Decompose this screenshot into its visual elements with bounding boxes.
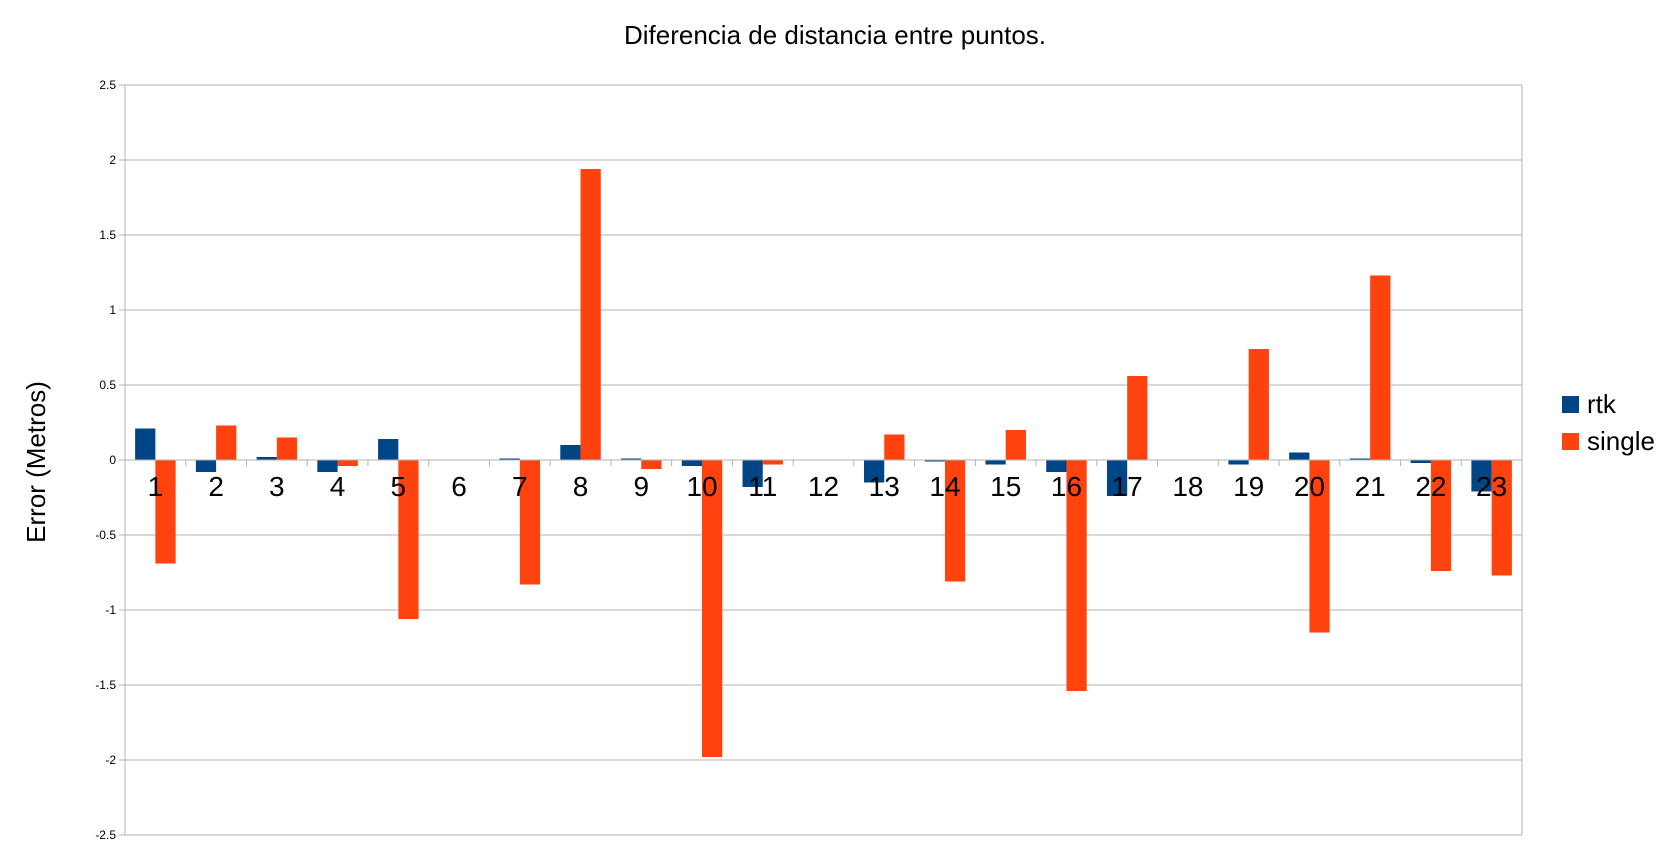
x-tick-label: 15: [990, 471, 1021, 502]
y-tick-label: -0.5: [95, 528, 116, 542]
bar-single-9: [641, 460, 662, 469]
bar-single-16: [1066, 460, 1087, 691]
bar-single-19: [1248, 349, 1269, 460]
bar-single-10: [702, 460, 723, 757]
x-tick-label: 20: [1294, 471, 1325, 502]
legend-swatch-single: [1562, 433, 1579, 450]
bar-single-21: [1370, 275, 1391, 460]
y-axis-ticks: 2.5 2 1.5 1 0.5 0 -0.5 -1 -1.5 -2 -2.5: [95, 78, 116, 842]
bar-rtk-17: [1106, 460, 1128, 496]
x-tick-label: 4: [330, 471, 346, 502]
y-tick-label: -1.5: [95, 678, 116, 692]
x-tick-label: 23: [1476, 471, 1507, 502]
x-tick-label: 16: [1051, 471, 1082, 502]
bar-rtk-4: [317, 460, 338, 472]
bar-single-7: [519, 460, 541, 585]
y-tick-label: 1: [109, 303, 116, 317]
x-tick-label: 18: [1172, 471, 1203, 502]
bar-rtk-9: [621, 458, 642, 460]
bar-rtk-10: [681, 460, 703, 466]
y-tick-label: 0.5: [99, 378, 116, 392]
bar-rtk-16: [1046, 460, 1067, 472]
x-tick-label: 5: [391, 471, 407, 502]
bar-rtk-2: [195, 460, 217, 472]
chart-title: Diferencia de distancia entre puntos.: [624, 20, 1046, 50]
x-tick-label: 17: [1112, 471, 1143, 502]
x-tick-label: 11: [748, 471, 777, 502]
bar-single-13: [884, 434, 905, 460]
bar-single-11: [762, 460, 784, 465]
y-tick-label: -2: [105, 753, 116, 767]
bar-rtk-14: [924, 460, 945, 462]
bar-single-4: [337, 460, 358, 466]
x-tick-label: 1: [148, 471, 164, 502]
bar-rtk-8: [560, 445, 581, 460]
bar-single-3: [276, 437, 298, 460]
x-tick-label: 9: [633, 471, 649, 502]
x-tick-label: 22: [1415, 471, 1446, 502]
bar-single-22: [1430, 460, 1452, 571]
bar-rtk-22: [1410, 460, 1431, 463]
y-tick-label: 0: [109, 453, 116, 467]
bar-rtk-13: [863, 460, 885, 483]
bar-single-1: [155, 460, 176, 564]
bars: [135, 169, 1512, 757]
bar-single-20: [1309, 460, 1330, 633]
x-tick-label: 10: [686, 471, 717, 502]
y-axis-label: Error (Metros): [21, 381, 51, 543]
x-tick-label: 13: [869, 471, 900, 502]
legend-swatch-rtk: [1562, 396, 1579, 413]
y-tick-label: -2.5: [95, 828, 116, 842]
bar-single-5: [398, 460, 419, 619]
bar-single-15: [1005, 430, 1026, 460]
legend-label-rtk: rtk: [1587, 389, 1617, 419]
bar-single-14: [944, 460, 966, 582]
bar-single-23: [1491, 460, 1512, 576]
x-tick-label: 19: [1233, 471, 1264, 502]
y-tick-label: -1: [105, 603, 116, 617]
bar-single-2: [216, 425, 237, 460]
bar-single-8: [580, 169, 601, 460]
bar-rtk-5: [378, 439, 399, 460]
x-tick-label: 7: [512, 471, 528, 502]
y-tick-label: 1.5: [99, 228, 116, 242]
x-tick-label: 21: [1355, 471, 1386, 502]
x-tick-label: 14: [929, 471, 960, 502]
x-tick-label: 2: [208, 471, 224, 502]
bar-rtk-20: [1289, 452, 1310, 460]
legend: rtk single: [1562, 389, 1655, 456]
bar-rtk-15: [985, 460, 1006, 465]
bar-rtk-21: [1349, 458, 1371, 460]
bar-rtk-7: [499, 458, 520, 460]
x-tick-label: 3: [269, 471, 285, 502]
bar-rtk-1: [135, 428, 156, 460]
y-tick-label: 2.5: [99, 78, 116, 92]
bar-rtk-3: [256, 457, 277, 460]
x-tick-label: 12: [808, 471, 839, 502]
bar-rtk-11: [742, 460, 763, 487]
bar-rtk-19: [1228, 460, 1249, 465]
x-axis-ticks: 1 2 3 4 5 6 7 8 9 10 11 12 13 14 15 16 17 18 19 20 21 22 23: [148, 471, 1508, 502]
bar-rtk-23: [1471, 460, 1492, 492]
x-tick-label: 6: [451, 471, 467, 502]
y-tick-label: 2: [109, 153, 116, 167]
x-tick-label: 8: [573, 471, 589, 502]
bar-single-17: [1127, 376, 1148, 460]
legend-label-single: single: [1587, 426, 1655, 456]
